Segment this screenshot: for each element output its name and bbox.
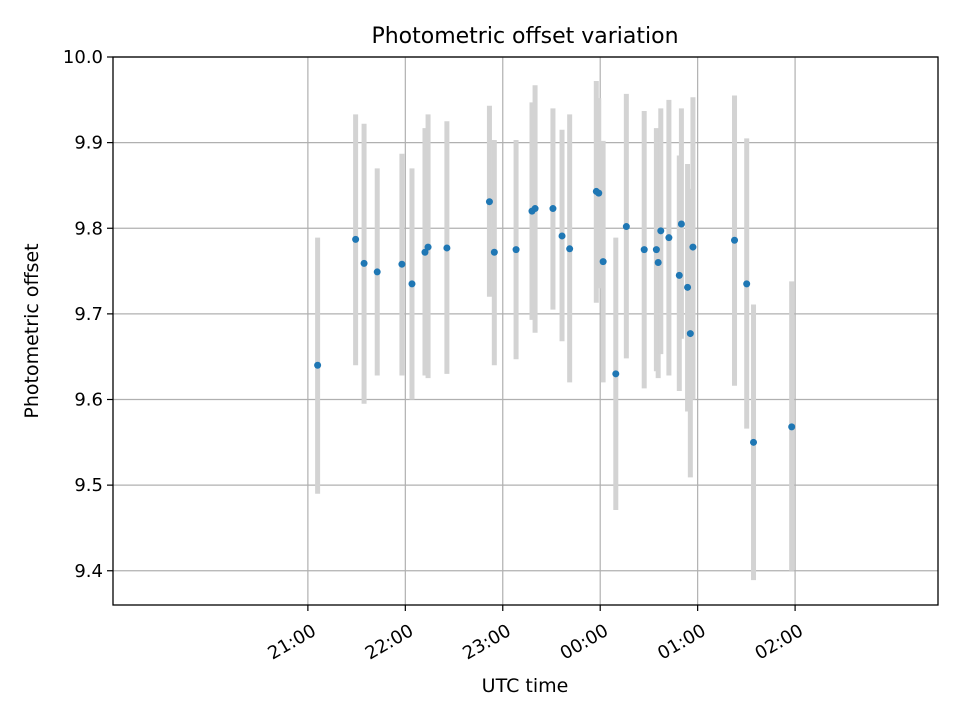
data-point <box>684 283 692 291</box>
data-point <box>373 268 381 276</box>
chart-title: Photometric offset variation <box>371 24 678 49</box>
data-point <box>485 198 493 206</box>
data-point <box>622 223 630 231</box>
y-tick-label: 9.6 <box>74 390 103 411</box>
data-point <box>595 189 603 197</box>
x-axis-label: UTC time <box>482 675 569 697</box>
data-point <box>398 260 406 268</box>
data-point <box>654 259 662 266</box>
data-point <box>686 330 694 338</box>
y-tick-label: 9.5 <box>74 475 103 496</box>
data-point <box>566 245 574 253</box>
data-point <box>788 423 796 431</box>
y-tick-label: 9.4 <box>74 561 103 582</box>
data-point <box>612 370 620 378</box>
data-point <box>689 243 697 251</box>
data-point <box>360 259 368 267</box>
data-point <box>352 235 360 243</box>
data-point <box>424 243 432 251</box>
y-tick-label: 9.9 <box>74 133 103 154</box>
data-point <box>421 248 429 256</box>
data-point <box>640 246 648 254</box>
data-point <box>490 248 498 256</box>
data-point <box>665 234 673 242</box>
plot-frame <box>112 56 939 606</box>
data-point <box>531 205 539 213</box>
y-axis-label: Photometric offset <box>21 243 43 418</box>
y-axis-ticks: 9.4 9.5 9.6 9.7 9.8 9.9 10.0 <box>63 47 113 582</box>
data-point <box>599 258 607 266</box>
data-point <box>512 246 520 254</box>
data-point <box>750 438 758 446</box>
data-point <box>443 244 451 252</box>
data-point <box>549 205 557 213</box>
data-point <box>731 236 739 244</box>
data-point <box>657 227 665 235</box>
data-point <box>652 246 660 254</box>
y-tick-label: 10.0 <box>63 47 103 68</box>
data-point <box>558 232 566 240</box>
y-tick-label: 9.7 <box>74 304 103 325</box>
data-point <box>675 271 683 279</box>
data-point <box>408 280 416 288</box>
y-tick-label: 9.8 <box>74 218 103 239</box>
data-points <box>314 187 796 446</box>
data-point <box>743 280 751 288</box>
data-point <box>677 220 685 228</box>
data-point <box>314 361 322 369</box>
